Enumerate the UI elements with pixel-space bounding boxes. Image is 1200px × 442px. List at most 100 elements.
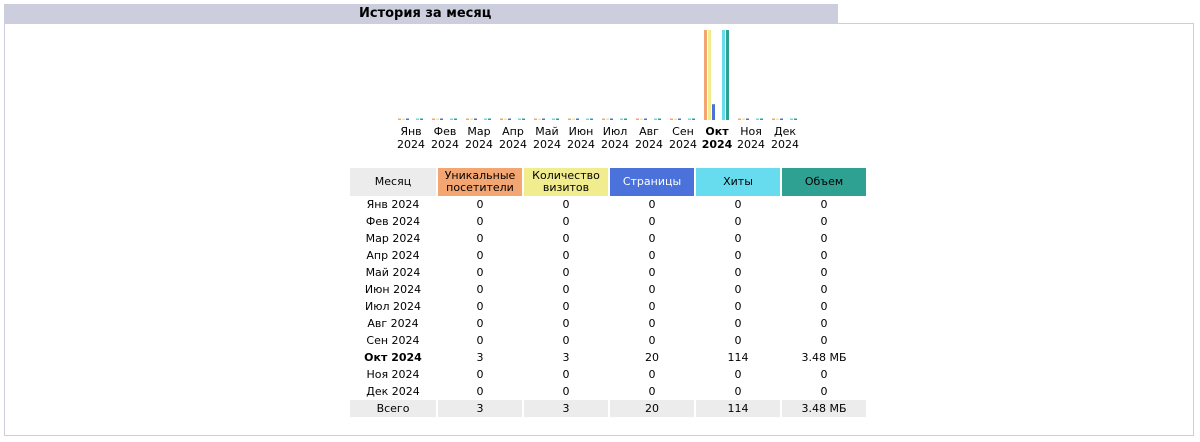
bar-visits [708,30,711,120]
cell-pages: 0 [648,334,656,347]
cell-visits: 0 [562,249,570,262]
cell-hits: 0 [734,317,742,330]
cell-visits: 0 [562,368,570,381]
bar-pages [406,118,409,120]
bar-pages [644,118,647,120]
bar-visitors [500,118,503,120]
cell-hits: 114 [727,351,749,364]
table-row: Ноя 2024 0 0 0 0 0 [350,366,866,383]
cell-pages: 0 [648,385,656,398]
cell-month: Апр 2024 [366,249,420,262]
bar-visits [436,118,439,120]
bar-bandwidth [760,118,763,120]
bar-visits [538,118,541,120]
table-row: Фев 2024 0 0 0 0 0 [350,213,866,230]
cell-visits: 0 [562,283,570,296]
bar-visitors [704,30,707,120]
cell-bandwidth: 0 [820,283,828,296]
cell-hits: 0 [734,232,742,245]
cell-month: Окт 2024 [364,351,422,364]
cell-visits: 0 [562,300,570,313]
cell-month: Янв 2024 [366,198,420,211]
cell-bandwidth: 0 [820,232,828,245]
cell-bandwidth: 0 [820,198,828,211]
bar-bandwidth [794,118,797,120]
cell-hits: 0 [734,266,742,279]
cell-hits: 0 [734,334,742,347]
chart-month-label: Окт 2024 [701,125,733,151]
bar-bandwidth [454,118,457,120]
section-title: История за месяц [359,6,492,21]
cell-visitors: 0 [476,198,484,211]
cell-visits: 0 [562,266,570,279]
chart-month-label: Фев 2024 [431,125,459,151]
cell-total-visitors: 3 [438,400,522,417]
table-row: Мар 2024 0 0 0 0 0 [350,230,866,247]
cell-visits: 0 [562,334,570,347]
section-header: История за месяц [4,4,838,23]
header-bandwidth: Объем [782,168,866,196]
cell-bandwidth: 0 [820,368,828,381]
bar-visits [402,118,405,120]
cell-bandwidth: 0 [820,300,828,313]
cell-month: Ноя 2024 [366,368,420,381]
cell-pages: 0 [648,368,656,381]
cell-pages: 0 [648,300,656,313]
header-visits: Количество визитов [524,168,608,196]
table-row: Дек 2024 0 0 0 0 0 [350,383,866,400]
cell-visits: 0 [562,198,570,211]
table-row: Июл 2024 0 0 0 0 0 [350,298,866,315]
bar-hits [688,118,691,120]
bar-hits [586,118,589,120]
cell-month: Фев 2024 [365,215,421,228]
bar-hits [552,118,555,120]
bar-hits [416,118,419,120]
bar-visitors [568,118,571,120]
cell-month: Мар 2024 [365,232,421,245]
chart-month-label: Сен 2024 [669,125,697,151]
table-row: Сен 2024 0 0 0 0 0 [350,332,866,349]
cell-pages: 0 [648,198,656,211]
cell-month: Авг 2024 [367,317,419,330]
cell-bandwidth: 0 [820,215,828,228]
cell-bandwidth: 0 [820,266,828,279]
bar-hits [790,118,793,120]
header-visitors: Уникальные посетители [438,168,522,196]
bar-pages [746,118,749,120]
cell-hits: 0 [734,368,742,381]
cell-visitors: 0 [476,334,484,347]
cell-visitors: 0 [476,368,484,381]
cell-month: Дек 2024 [366,385,420,398]
cell-visitors: 0 [476,385,484,398]
cell-month: Сен 2024 [366,334,420,347]
cell-total-label: Всего [350,400,436,417]
bar-visits [776,118,779,120]
cell-total-pages: 20 [610,400,694,417]
chart-month-label: Мар 2024 [465,125,493,151]
cell-visits: 0 [562,317,570,330]
bar-bandwidth [624,118,627,120]
cell-visitors: 0 [476,300,484,313]
bar-pages [712,104,715,120]
bar-hits [722,30,725,120]
bar-bandwidth [726,30,729,120]
bar-bandwidth [420,118,423,120]
chart-month-label: Янв 2024 [397,125,425,151]
bar-visitors [466,118,469,120]
bar-hits [654,118,657,120]
bar-pages [576,118,579,120]
table-row: Янв 2024 0 0 0 0 0 [350,196,866,213]
header-month: Месяц [350,168,436,196]
chart-month-label: Май 2024 [533,125,561,151]
monthly-history-table: Месяц Уникальные посетители Количество в… [348,168,868,417]
cell-hits: 0 [734,300,742,313]
cell-pages: 0 [648,283,656,296]
cell-bandwidth: 3.48 МБ [801,351,847,364]
bar-hits [484,118,487,120]
bar-visitors [636,118,639,120]
cell-bandwidth: 0 [820,249,828,262]
section-frame [4,23,1194,436]
cell-hits: 0 [734,283,742,296]
chart-month-label: Ноя 2024 [737,125,765,151]
table-header-row: Месяц Уникальные посетители Количество в… [350,168,866,196]
